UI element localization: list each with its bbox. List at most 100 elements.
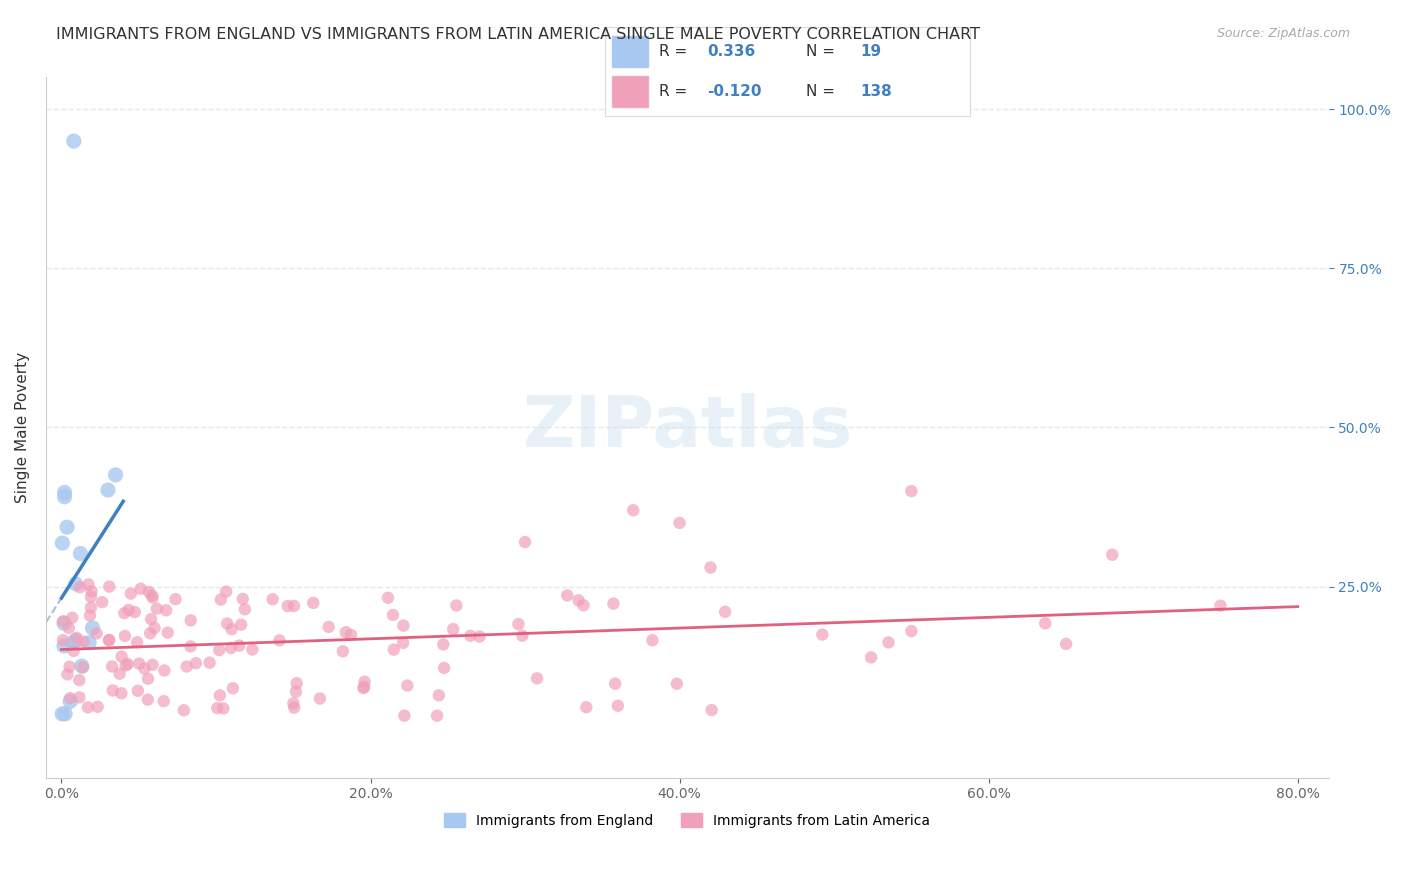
- Point: [221, 622, 243, 636]
- Point: [62, 134, 84, 148]
- Point: [155, 603, 177, 617]
- Point: [108, 666, 131, 681]
- Point: [51, 536, 73, 550]
- Point: [900, 484, 922, 499]
- Point: [352, 681, 374, 695]
- Point: [80, 590, 103, 604]
- Point: [128, 657, 150, 671]
- Point: [219, 640, 242, 655]
- Point: [283, 697, 305, 711]
- Point: [621, 503, 644, 517]
- Point: [62, 644, 84, 658]
- Point: [233, 602, 256, 616]
- Point: [141, 588, 163, 602]
- Point: [208, 689, 231, 703]
- Point: [468, 630, 491, 644]
- Point: [127, 683, 149, 698]
- Point: [877, 635, 900, 649]
- Point: [67, 673, 90, 687]
- Point: [142, 591, 165, 605]
- Point: [392, 618, 415, 632]
- Point: [198, 656, 221, 670]
- Point: [86, 626, 108, 640]
- Point: [283, 700, 305, 714]
- Text: N =: N =: [806, 85, 839, 99]
- Point: [77, 636, 100, 650]
- Point: [127, 635, 149, 649]
- Point: [1033, 616, 1056, 631]
- Point: [156, 625, 179, 640]
- Point: [112, 606, 135, 620]
- Point: [142, 657, 165, 672]
- Point: [526, 671, 548, 685]
- Point: [69, 547, 91, 561]
- Point: [91, 595, 114, 609]
- Point: [111, 649, 134, 664]
- Point: [79, 608, 101, 623]
- Point: [56, 520, 79, 534]
- Point: [98, 580, 121, 594]
- Point: [700, 703, 723, 717]
- Point: [441, 622, 464, 636]
- Point: [97, 483, 120, 497]
- Point: [1101, 548, 1123, 562]
- Point: [302, 596, 325, 610]
- Point: [70, 659, 93, 673]
- Text: N =: N =: [806, 45, 839, 59]
- Point: [176, 659, 198, 673]
- Point: [65, 633, 87, 648]
- Point: [134, 661, 156, 675]
- Point: [277, 599, 299, 613]
- Point: [212, 701, 235, 715]
- Point: [392, 636, 415, 650]
- Point: [811, 627, 834, 641]
- Point: [51, 706, 73, 721]
- Text: IMMIGRANTS FROM ENGLAND VS IMMIGRANTS FROM LATIN AMERICA SINGLE MALE POVERTY COR: IMMIGRANTS FROM ENGLAND VS IMMIGRANTS FR…: [56, 27, 980, 42]
- Point: [120, 586, 142, 600]
- Point: [180, 640, 202, 654]
- Point: [129, 582, 152, 596]
- Point: [605, 676, 627, 690]
- Point: [207, 701, 229, 715]
- Text: Source: ZipAtlas.com: Source: ZipAtlas.com: [1216, 27, 1350, 40]
- Text: ZIPatlas: ZIPatlas: [522, 393, 852, 462]
- Point: [139, 612, 162, 626]
- Text: 0.336: 0.336: [707, 45, 755, 59]
- Point: [77, 577, 100, 591]
- Point: [146, 601, 169, 615]
- Point: [53, 706, 76, 721]
- Point: [80, 584, 103, 599]
- Point: [396, 679, 419, 693]
- Point: [53, 616, 76, 631]
- Point: [427, 689, 450, 703]
- Point: [180, 614, 202, 628]
- Point: [567, 593, 589, 607]
- Point: [208, 643, 231, 657]
- Point: [138, 585, 160, 599]
- Point: [269, 633, 291, 648]
- Point: [152, 694, 174, 708]
- Point: [513, 535, 536, 549]
- Point: [53, 490, 76, 504]
- Point: [82, 621, 104, 635]
- Point: [217, 616, 239, 631]
- Point: [173, 703, 195, 717]
- Point: [1209, 599, 1232, 613]
- Point: [714, 605, 737, 619]
- Point: [153, 664, 176, 678]
- Point: [460, 629, 482, 643]
- Point: [426, 708, 449, 723]
- Point: [143, 621, 166, 635]
- Point: [52, 633, 75, 648]
- Y-axis label: Single Male Poverty: Single Male Poverty: [15, 352, 30, 503]
- Point: [318, 620, 340, 634]
- Point: [65, 576, 87, 591]
- Point: [668, 516, 690, 530]
- Text: R =: R =: [659, 85, 693, 99]
- Point: [60, 611, 83, 625]
- Point: [104, 467, 127, 482]
- Point: [575, 700, 598, 714]
- Point: [665, 677, 688, 691]
- Point: [58, 659, 80, 673]
- Point: [432, 637, 454, 651]
